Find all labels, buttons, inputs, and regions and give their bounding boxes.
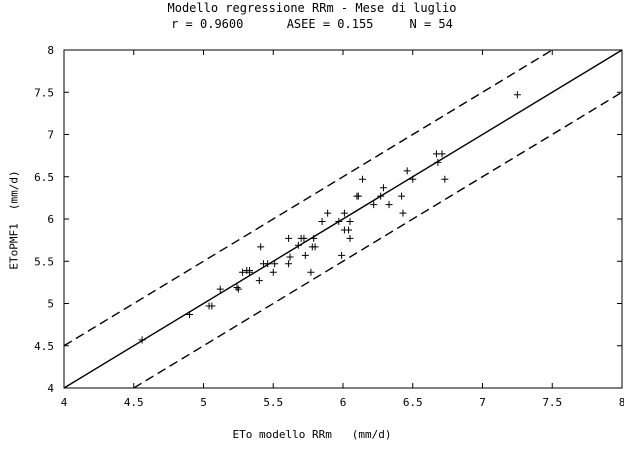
y-tick-label: 4.5 xyxy=(34,340,54,353)
regression-line xyxy=(63,49,623,389)
x-tick-label: 5 xyxy=(200,396,207,409)
data-point xyxy=(208,302,216,310)
data-point xyxy=(257,243,265,251)
data-point xyxy=(513,91,521,99)
data-point xyxy=(441,175,449,183)
data-point xyxy=(269,268,277,276)
x-tick-label: 6 xyxy=(340,396,347,409)
x-tick-label: 4.5 xyxy=(124,396,144,409)
data-point xyxy=(285,260,293,268)
y-tick-label: 6.5 xyxy=(34,171,54,184)
x-tick-label: 7 xyxy=(479,396,486,409)
data-point xyxy=(434,158,442,166)
y-tick-label: 4 xyxy=(47,382,54,395)
data-point xyxy=(377,192,385,200)
data-points xyxy=(138,91,521,344)
y-tick-label: 8 xyxy=(47,44,54,57)
data-point xyxy=(346,218,354,226)
data-point xyxy=(409,175,417,183)
data-point xyxy=(335,218,343,226)
data-point xyxy=(286,253,294,261)
data-point xyxy=(186,310,194,318)
chart-title: Modello regressione RRm - Mese di luglio xyxy=(167,1,457,15)
data-point xyxy=(138,336,146,344)
data-point xyxy=(294,241,302,249)
data-point xyxy=(301,251,309,259)
data-point xyxy=(359,175,367,183)
data-point xyxy=(438,150,446,158)
data-point xyxy=(271,260,279,268)
y-axis-label: EToPMF1 (mm/d) xyxy=(7,170,21,270)
axis-ticks: 4 4.5 5 5.5 6 6.5 7 7.5 8 4 4.5 5 5.5 6 6.5 7 7.5 8 xyxy=(34,44,624,409)
data-point xyxy=(255,277,263,285)
data-point xyxy=(318,218,326,226)
confidence-line xyxy=(63,49,553,347)
y-tick-label: 5 xyxy=(47,298,54,311)
data-point xyxy=(398,192,406,200)
x-axis-label: ETo modello RRm (mm/d) xyxy=(232,428,392,441)
y-tick-label: 5.5 xyxy=(34,255,54,268)
data-point xyxy=(340,209,348,217)
x-tick-label: 6.5 xyxy=(403,396,423,409)
regression-lines xyxy=(63,49,623,389)
data-point xyxy=(403,167,411,175)
data-point xyxy=(310,234,318,242)
data-point xyxy=(264,260,272,268)
data-point xyxy=(233,283,241,291)
confidence-line xyxy=(133,91,623,389)
data-point xyxy=(338,251,346,259)
data-point xyxy=(234,285,242,293)
data-point xyxy=(346,234,354,242)
x-tick-label: 8 xyxy=(619,396,624,409)
data-point xyxy=(246,267,254,275)
data-point xyxy=(239,268,247,276)
y-tick-label: 6 xyxy=(47,213,54,226)
data-point xyxy=(370,201,378,209)
data-point xyxy=(300,234,308,242)
x-tick-label: 5.5 xyxy=(263,396,283,409)
y-tick-label: 7.5 xyxy=(34,86,54,99)
data-point xyxy=(285,234,293,242)
data-point xyxy=(311,243,319,251)
y-tick-label: 7 xyxy=(47,129,54,142)
data-point xyxy=(385,201,393,209)
data-point xyxy=(379,184,387,192)
data-point xyxy=(324,209,332,217)
data-point xyxy=(345,226,353,234)
chart-subtitle: r = 0.9600 ASEE = 0.155 N = 54 xyxy=(171,17,453,31)
data-point xyxy=(216,285,224,293)
data-point xyxy=(399,209,407,217)
data-point xyxy=(307,268,315,276)
x-tick-label: 4 xyxy=(61,396,68,409)
x-tick-label: 7.5 xyxy=(542,396,562,409)
data-point xyxy=(354,192,362,200)
